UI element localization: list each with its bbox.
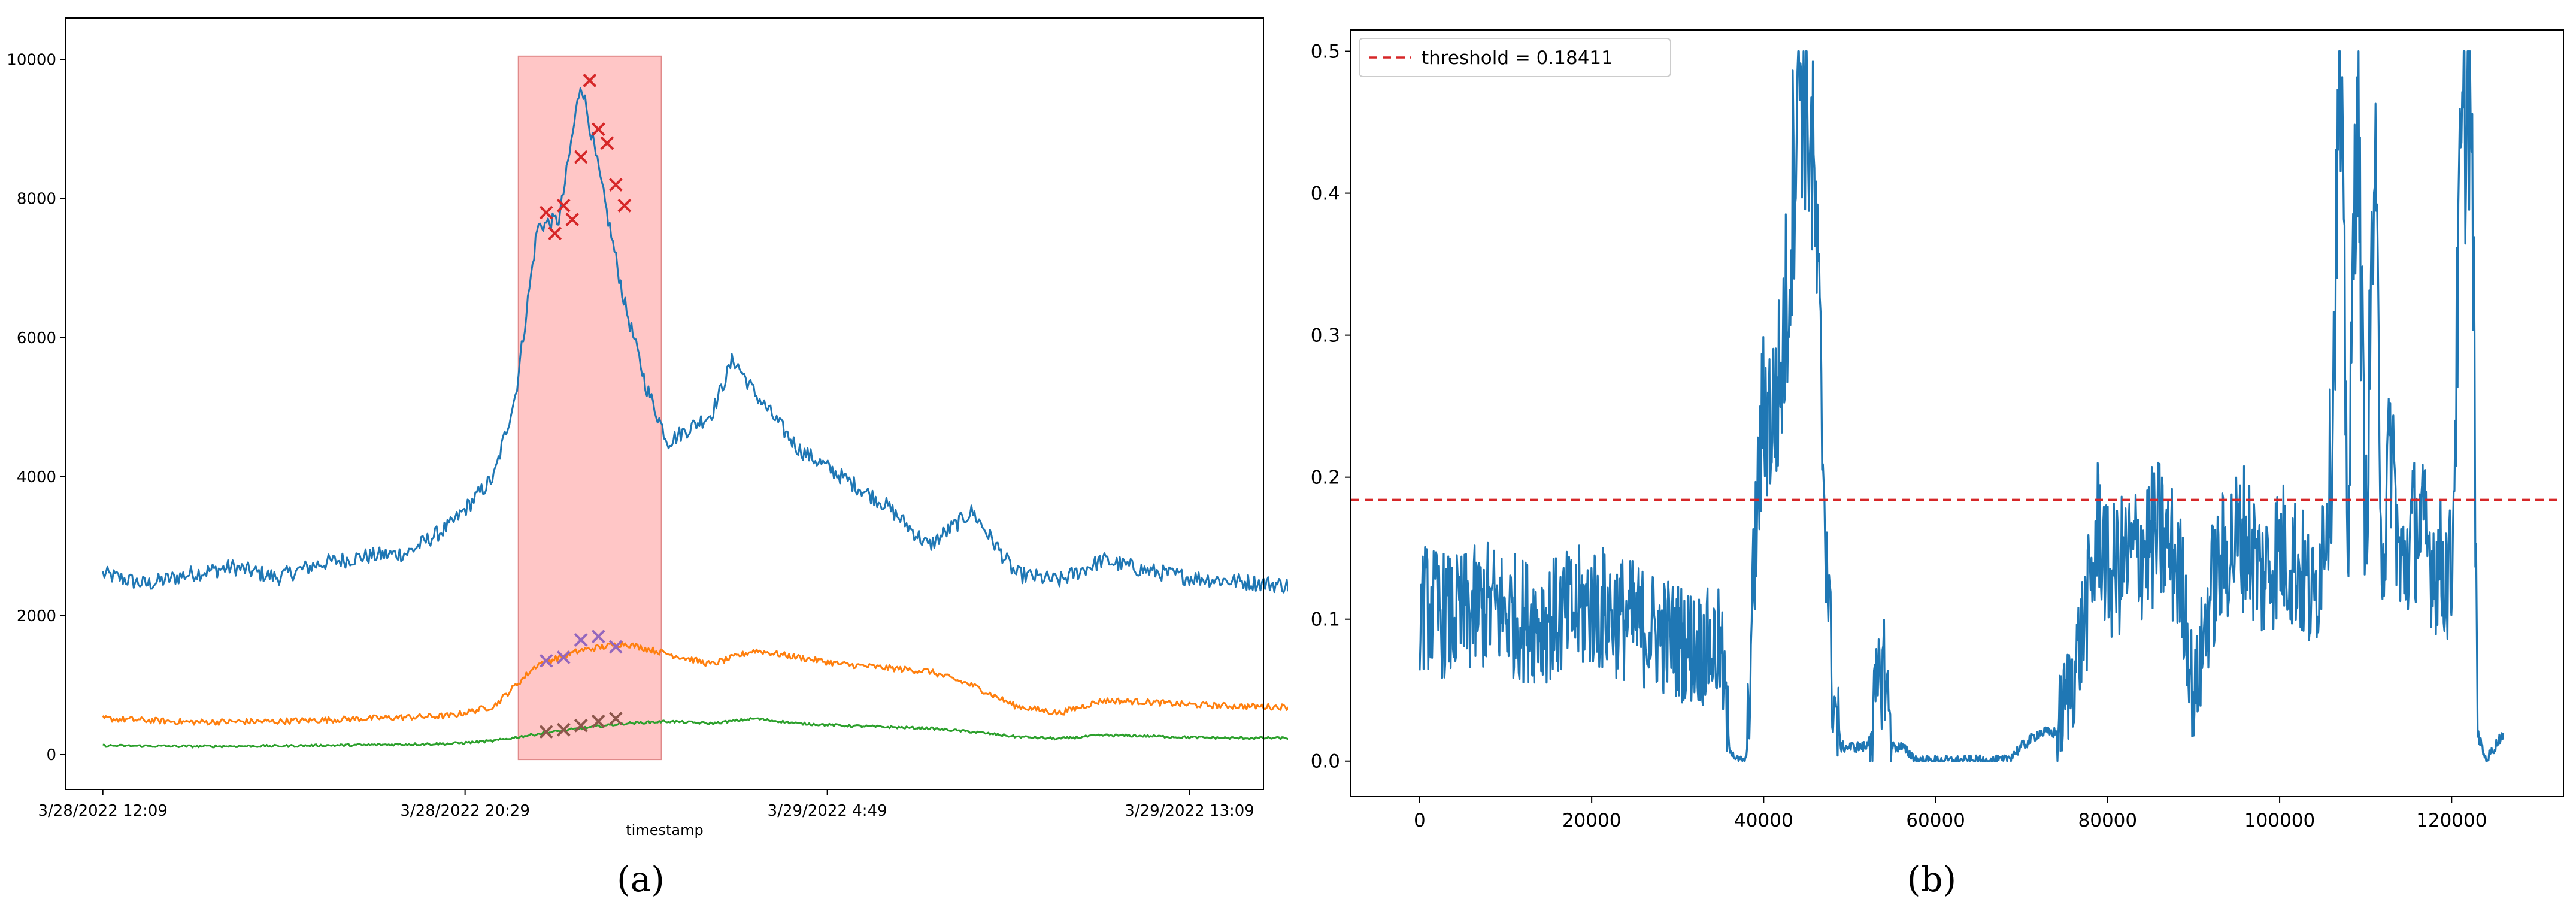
anomaly-marker [574,150,588,164]
x-tick-label: 3/28/2022 12:09 [38,802,168,820]
series-line-series-2 [102,641,1288,726]
y-tick-label: 0.4 [1311,183,1340,205]
x-tick-label: 20000 [1562,810,1622,831]
legend-label-threshold: threshold = 0.18411 [1422,47,1613,69]
anomaly-marker [591,714,605,728]
x-tick-label: 3/28/2022 20:29 [400,802,530,820]
anomaly-marker [574,633,588,647]
threshold-score-chart: (b) 0.0 0.1 0.2 0.3 0.4 0.5 0 20000 40000 60000 80… [1311,29,2564,900]
y-tick-label: 0 [46,746,56,764]
series-line-series-1 [102,87,1288,594]
caption-a: (a) [617,859,665,900]
series-line-score [1419,50,2505,762]
anomaly-marker [556,198,571,213]
legend-box [1359,38,1671,77]
anomaly-marker [556,722,571,737]
plot-frame-a [65,17,1264,790]
anomaly-marker [565,213,580,226]
plot-frame-b [1350,29,2564,797]
y-tick-label: 2000 [17,607,56,625]
y-tick-label: 0.2 [1311,467,1340,489]
anomaly-marker [591,122,605,137]
x-tick-label: 100000 [2244,810,2315,831]
y-tick-label: 6000 [17,329,56,347]
y-tick-label: 0.5 [1311,41,1340,63]
y-tick-label: 8000 [17,190,56,208]
anomaly-marker [583,74,597,87]
y-tick-label: 0.3 [1311,325,1340,347]
x-tick-label: 40000 [1734,810,1793,831]
y-tick-label: 10000 [7,52,56,69]
x-tick-label: 60000 [1906,810,1965,831]
anomaly-marker [539,725,553,739]
panel-b: (b) 0.0 0.1 0.2 0.3 0.4 0.5 0 20000 40000 60000 80… [1288,0,2576,917]
anomaly-marker [617,198,632,213]
timestamp-anomaly-chart: (a) 0 2000 4000 6000 8000 10000 3/28/2022 12:0… [7,17,1288,900]
series-line-series-3 [102,717,1288,749]
y-tick-label: 4000 [17,468,56,486]
anomaly-marker [600,136,614,150]
anomaly-marker [556,650,571,664]
anomaly-marker [608,178,623,192]
anomaly-marker [539,653,553,668]
x-tick-label: 3/29/2022 4:49 [768,802,887,820]
x-axis-label: timestamp [626,822,703,839]
x-tick-label: 0 [1414,810,1426,831]
highlight-region-1 [517,55,662,761]
anomaly-marker [608,640,623,654]
anomaly-marker [591,630,605,644]
anomaly-marker [548,226,562,241]
y-tick-label: 0.1 [1311,609,1340,631]
anomaly-marker [539,205,553,220]
x-tick-label: 80000 [2078,810,2138,831]
panel-a: (a) 0 2000 4000 6000 8000 10000 3/28/2022 12:0… [7,17,1288,900]
anomaly-marker [608,712,623,726]
caption-b: (b) [1907,859,1956,900]
y-tick-label: 0.0 [1311,751,1340,773]
anomaly-marker [574,718,588,733]
x-tick-label: 3/29/2022 13:09 [1125,802,1254,820]
x-tick-label: 120000 [2416,810,2487,831]
